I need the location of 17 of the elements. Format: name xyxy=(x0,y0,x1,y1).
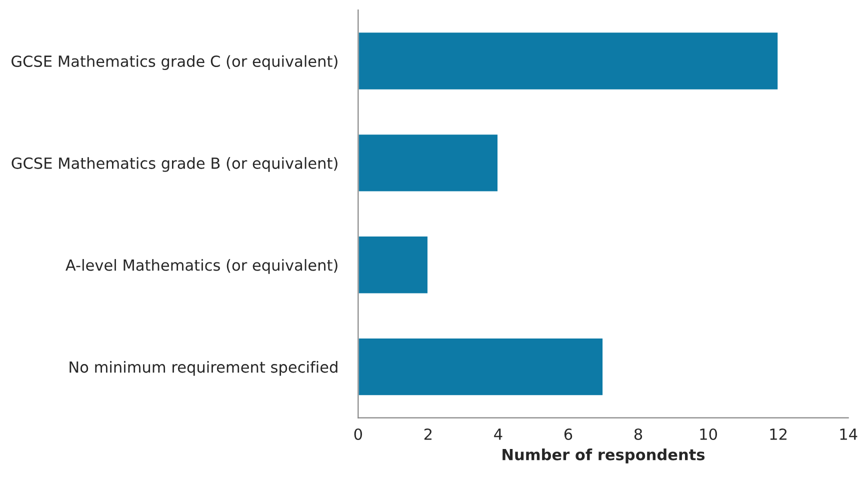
x-tick-label: 2 xyxy=(424,428,432,440)
x-tick-label: 10 xyxy=(700,428,717,440)
y-tick-label: No minimum requirement specified xyxy=(70,361,338,376)
y-tick-label: GCSE Mathematics grade B (or equivalent) xyxy=(12,157,338,172)
bar xyxy=(358,133,499,193)
x-tick-label: 12 xyxy=(770,428,786,440)
x-tick-label: 14 xyxy=(840,428,858,440)
bar xyxy=(358,235,429,295)
x-tick-label: 4 xyxy=(494,428,502,440)
x-tick-label: 6 xyxy=(564,428,572,440)
y-tick-label: GCSE Mathematics grade C (or equivalent) xyxy=(12,55,338,70)
bar xyxy=(358,337,604,397)
bar xyxy=(358,31,779,91)
x-tick-label: 8 xyxy=(634,428,642,440)
x-axis-title: Number of respondents xyxy=(502,448,705,464)
y-tick-label: A-level Mathematics (or equivalent) xyxy=(66,259,338,274)
x-tick-label: 0 xyxy=(354,428,362,440)
